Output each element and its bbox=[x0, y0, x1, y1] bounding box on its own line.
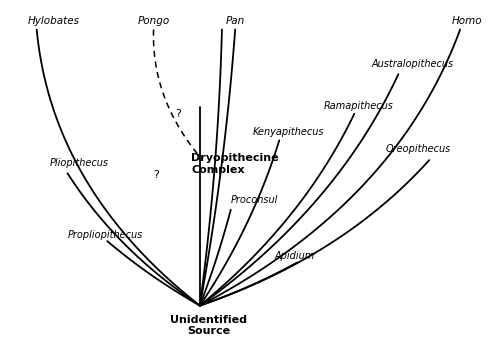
Text: Oreopithecus: Oreopithecus bbox=[385, 144, 450, 154]
Text: Australopithecus: Australopithecus bbox=[372, 59, 454, 69]
Text: ?: ? bbox=[154, 170, 160, 180]
Text: Ramapithecus: Ramapithecus bbox=[324, 100, 393, 110]
Text: Propliopithecus: Propliopithecus bbox=[67, 229, 143, 239]
Text: Dryopithecine
Complex: Dryopithecine Complex bbox=[191, 153, 279, 175]
Text: Kenyapithecus: Kenyapithecus bbox=[253, 127, 325, 137]
Text: Proconsul: Proconsul bbox=[231, 195, 278, 205]
Text: Hylobates: Hylobates bbox=[28, 16, 80, 26]
Text: ?: ? bbox=[176, 109, 182, 119]
Text: Apidium: Apidium bbox=[275, 251, 315, 261]
Text: Pliopithecus: Pliopithecus bbox=[50, 158, 109, 168]
Text: Homo: Homo bbox=[451, 16, 482, 26]
Text: Pan: Pan bbox=[225, 16, 245, 26]
Text: Pongo: Pongo bbox=[138, 16, 170, 26]
Text: Unidentified
Source: Unidentified Source bbox=[170, 315, 247, 336]
